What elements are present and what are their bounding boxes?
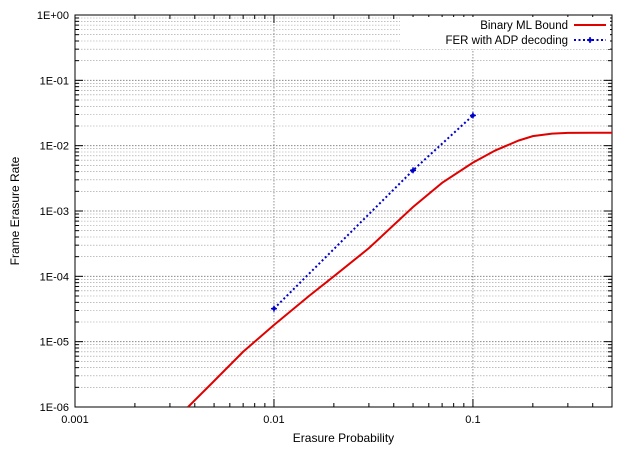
y-tick-label: 1E-01 [40, 75, 69, 87]
y-tick-label: 1E+00 [37, 10, 69, 22]
y-tick-label: 1E-06 [40, 402, 69, 414]
legend: Binary ML Bound FER with ADP decoding [400, 17, 610, 49]
y-tick-label: 1E-05 [40, 337, 69, 349]
x-tick-label: 0.1 [465, 414, 480, 426]
x-tick-label: 0.001 [61, 414, 89, 426]
axis-ticks: 0.001 0.01 0.1 1E-06 1E-05 1E-04 1E-03 1E-02 1E-… [37, 10, 613, 426]
series-layer [187, 112, 612, 407]
y-tick-label: 1E-03 [40, 206, 69, 218]
x-axis-title: Erasure Probability [293, 431, 394, 445]
legend-background [400, 17, 610, 49]
y-axis-title: Frame Erasure Rate [8, 156, 22, 265]
series-line-0 [187, 131, 612, 407]
x-tick-label: 0.01 [263, 414, 284, 426]
series-line-1 [273, 114, 474, 310]
grid [75, 15, 612, 407]
data-point-1 [410, 167, 417, 174]
legend-label-binary-ml-bound: Binary ML Bound [480, 20, 568, 32]
data-point-1 [270, 305, 277, 312]
y-tick-label: 1E-04 [40, 271, 69, 283]
legend-label-fer-adp: FER with ADP decoding [445, 35, 568, 47]
legend-marker [587, 37, 593, 43]
y-tick-label: 1E-02 [40, 141, 69, 153]
data-point-1 [469, 112, 476, 119]
legend-markers-fer-adp [587, 37, 593, 43]
